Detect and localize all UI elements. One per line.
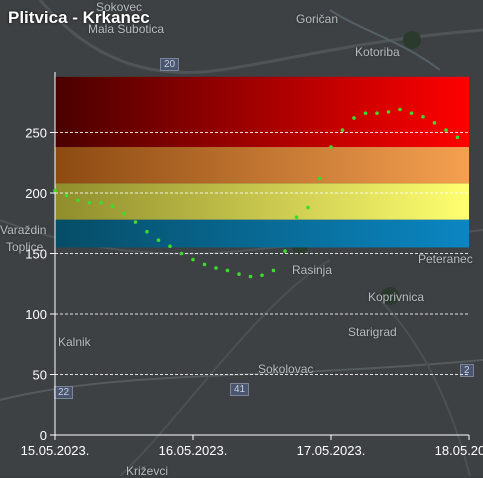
data-point: [179, 251, 184, 256]
map-label-mala-subotica: Mala Subotica: [88, 22, 165, 36]
gridlines: [55, 132, 469, 375]
data-point: [202, 262, 207, 267]
y-tick-labels: 0 50 100 150 200 250: [25, 126, 55, 443]
map-label-varazdin: Varaždin: [0, 223, 47, 237]
data-point: [444, 128, 448, 132]
road-shield-2: 2: [460, 364, 474, 377]
map-label-kalnik: Kalnik: [58, 335, 91, 349]
data-point: [248, 274, 253, 279]
map-label-starigrad: Starigrad: [348, 325, 397, 339]
map-label-gorican: Goričan: [296, 12, 339, 26]
data-point: [168, 244, 172, 249]
map-label-kotoriba: Kotoriba: [355, 45, 400, 59]
data-point: [237, 272, 241, 276]
data-point: [145, 229, 149, 234]
data-point: [329, 145, 333, 149]
band-orange: [55, 147, 469, 184]
data-point: [352, 116, 356, 120]
data-point: [53, 188, 57, 193]
data-point: [260, 273, 264, 278]
data-point: [375, 111, 379, 115]
data-point: [87, 200, 92, 205]
data-point: [398, 107, 402, 112]
y-tick-label-100: 100: [25, 307, 47, 322]
map-label-sokolovac: Sokolovac: [258, 362, 314, 376]
data-point: [306, 205, 310, 210]
data-point: [294, 215, 299, 219]
x-tick-label-1: 16.05.2023.: [159, 443, 228, 458]
data-point: [363, 111, 368, 115]
data-point: [421, 114, 425, 119]
data-point: [156, 238, 161, 242]
road-shield-41: 41: [230, 383, 250, 396]
data-point: [110, 204, 115, 209]
y-tick-label-50: 50: [33, 368, 47, 383]
road-shield-20: 20: [160, 58, 180, 71]
data-point: [409, 111, 414, 115]
y-tick-label-250: 250: [25, 126, 47, 141]
threshold-bands: [55, 76, 469, 248]
map-label-rasinja: Rasinja: [292, 263, 333, 277]
data-point: [191, 257, 195, 262]
chart-title: Plitvica - Krkanec: [8, 8, 150, 27]
series-points: [53, 107, 460, 279]
data-point: [214, 266, 218, 270]
y-tick-label-150: 150: [25, 247, 47, 262]
map-label-peteranec: Peteranec: [418, 252, 473, 266]
map-label-krizevci: Križevci: [126, 464, 169, 478]
data-point: [340, 128, 345, 132]
band-blue: [55, 219, 469, 248]
x-tick-label-3: 18.05.2023.: [435, 443, 483, 458]
data-point: [432, 121, 437, 125]
x-tick-labels: 15.05.2023. 16.05.2023. 17.05.2023. 18.05.2…: [21, 435, 483, 458]
y-tick-label-0: 0: [40, 428, 47, 443]
data-point: [455, 135, 460, 140]
data-point: [99, 200, 103, 205]
data-point: [64, 193, 69, 198]
x-tick-label-2: 17.05.2023.: [297, 443, 366, 458]
map-label-koprivnica: Koprivnica: [368, 290, 425, 304]
x-tick-label-0: 15.05.2023.: [21, 443, 90, 458]
data-point: [76, 198, 80, 203]
y-tick-label-200: 200: [25, 186, 47, 201]
data-point: [133, 220, 138, 224]
band-yellow: [55, 183, 469, 220]
data-point: [283, 249, 287, 253]
data-point: [122, 211, 126, 216]
data-point: [317, 176, 322, 181]
data-point: [386, 110, 391, 114]
data-point: [225, 268, 230, 273]
data-point: [271, 268, 276, 273]
map-label-toplice: Toplice: [6, 240, 44, 254]
band-red: [55, 76, 469, 148]
map-label-sokovec: Sokovec: [96, 0, 143, 14]
